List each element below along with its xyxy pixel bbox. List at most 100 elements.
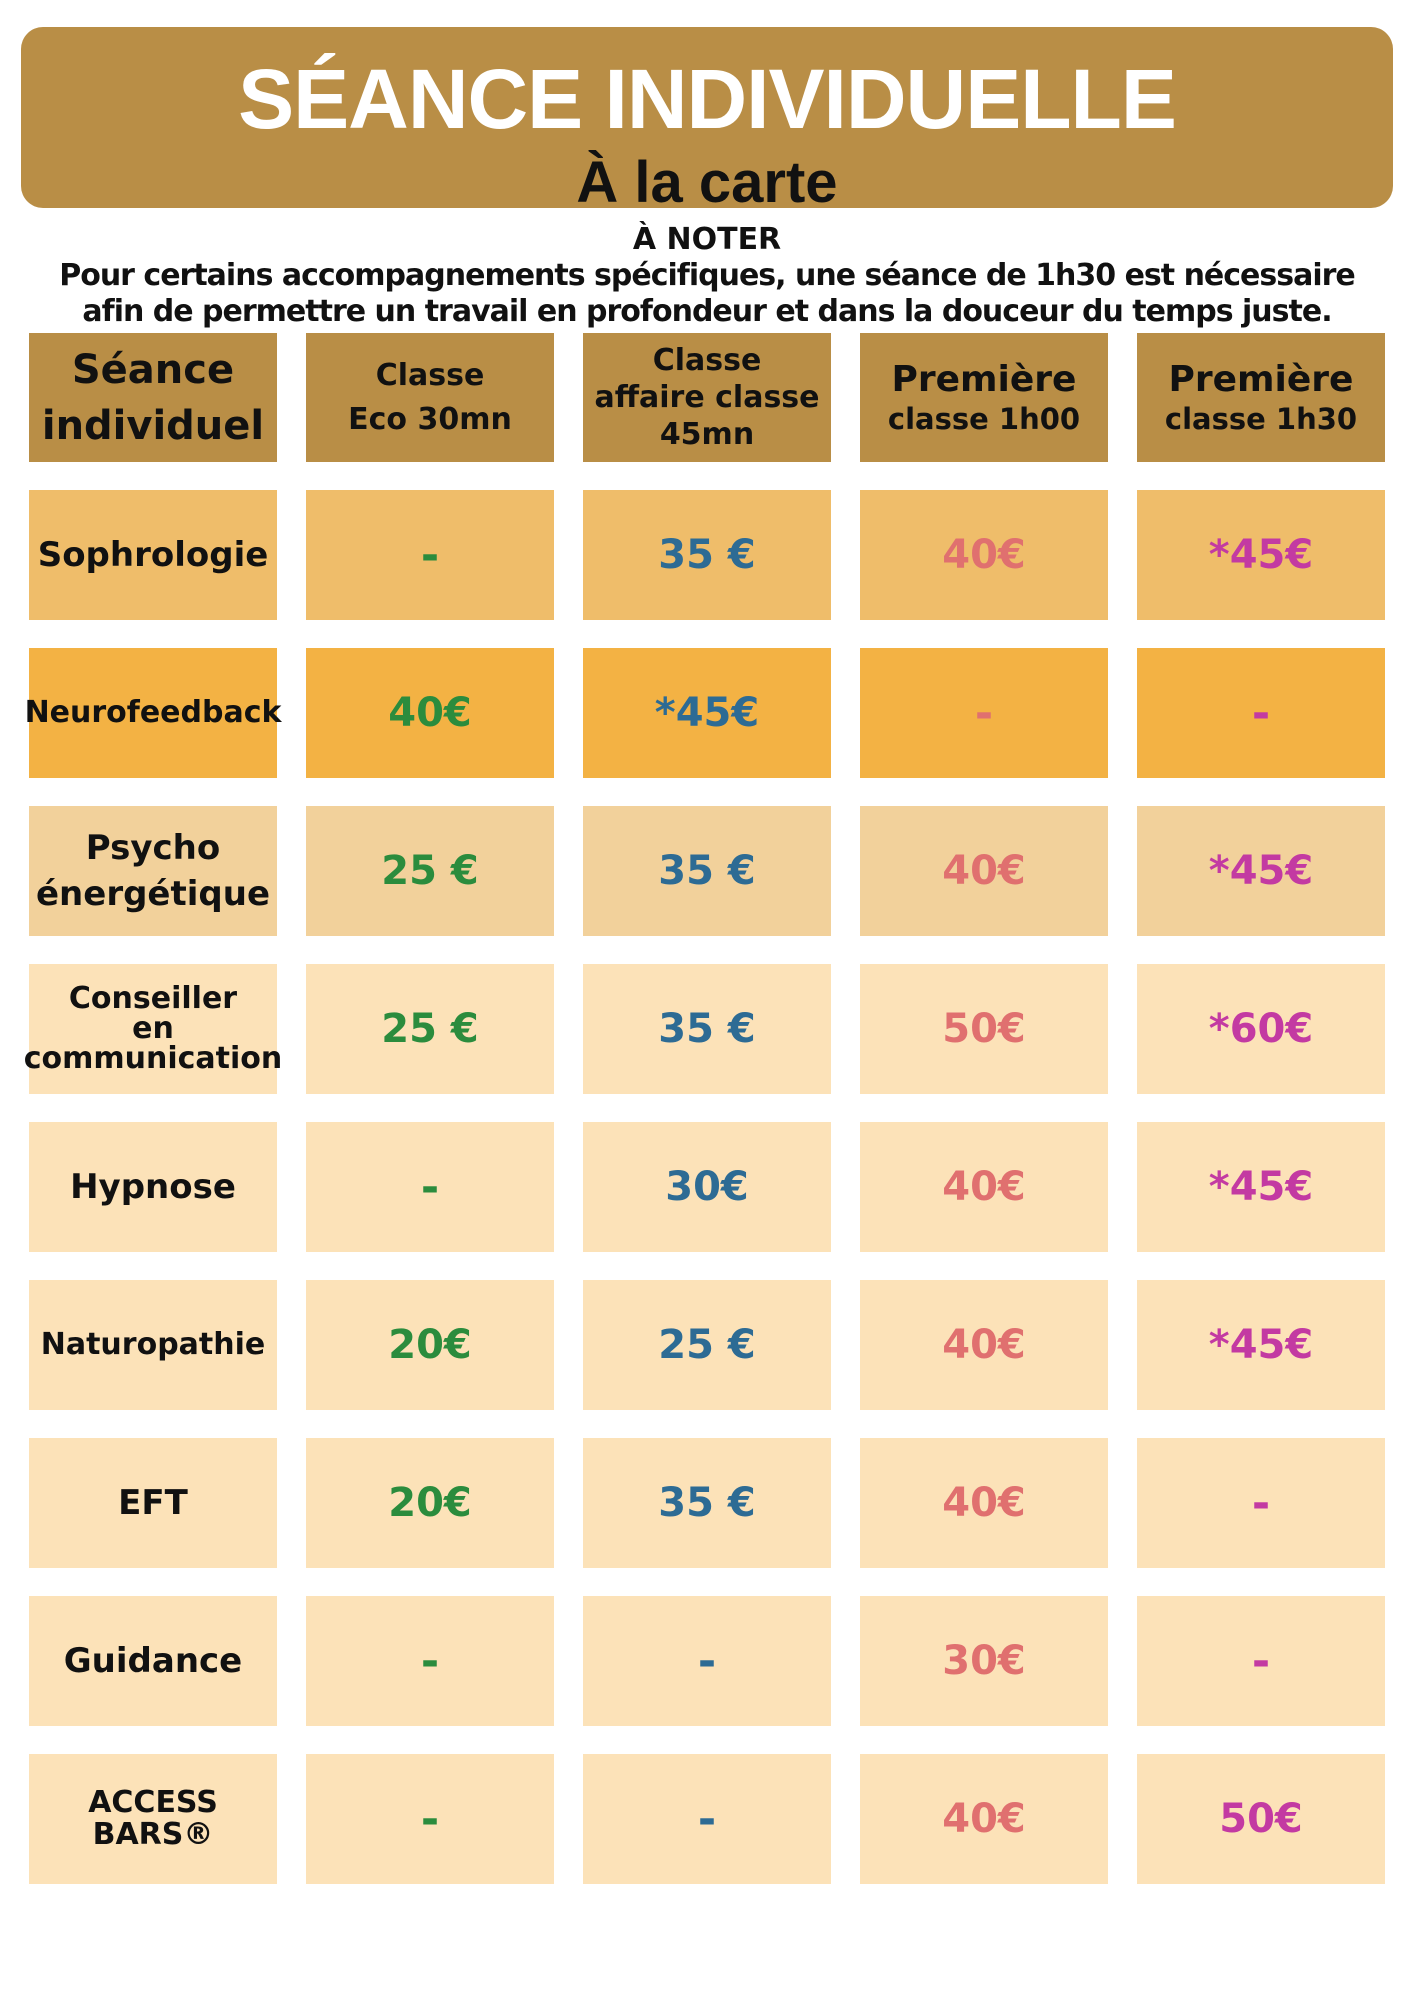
price-table: Séance individuel Classe Eco 30mn Classe a… (24, 333, 1385, 1884)
price-cell: 25 € (306, 806, 554, 936)
price-value: 35 € (658, 848, 756, 894)
table-row-label-cell: Psycho énergétique (29, 806, 277, 936)
header-label: Séance individuel (41, 346, 265, 449)
price-cell: - (1137, 1438, 1385, 1568)
price-cell: 40€ (860, 490, 1108, 620)
title-banner: SÉANCE INDIVIDUELLE À la carte (21, 27, 1393, 214)
price-value: 40€ (942, 848, 1026, 894)
header-label-main: Première (891, 358, 1077, 400)
price-cell: - (306, 1596, 554, 1726)
price-cell: *45€ (1137, 806, 1385, 936)
price-cell: 35 € (583, 490, 831, 620)
price-value: 25 € (381, 848, 479, 894)
price-value: *45€ (1208, 532, 1314, 578)
price-cell: 30€ (860, 1596, 1108, 1726)
price-value: 35 € (658, 532, 756, 578)
price-value: 25 € (381, 1006, 479, 1052)
price-cell: 50€ (860, 964, 1108, 1094)
price-value: 35 € (658, 1480, 756, 1526)
price-cell: *45€ (583, 648, 831, 778)
price-value: 40€ (942, 532, 1026, 578)
price-unavailable: - (420, 529, 440, 581)
price-value: *60€ (1208, 1006, 1314, 1052)
table-row-label-cell: Guidance (29, 1596, 277, 1726)
price-cell: 40€ (860, 806, 1108, 936)
table-row-label-cell: ACCESS BARS® (29, 1754, 277, 1884)
price-cell: 40€ (860, 1122, 1108, 1252)
price-cell: 20€ (306, 1280, 554, 1410)
service-name: Neurofeedback (24, 695, 282, 730)
service-name: Sophrologie (37, 535, 269, 575)
price-cell: 40€ (860, 1754, 1108, 1884)
table-row-label-cell: Conseiller en communication (24, 964, 282, 1094)
price-cell: - (1137, 1596, 1385, 1726)
price-cell: 20€ (306, 1438, 554, 1568)
note-title: À NOTER (632, 222, 782, 257)
table-header-cell: Classe Eco 30mn (306, 333, 554, 462)
price-value: *45€ (654, 690, 760, 736)
header-label-main: Première (1168, 358, 1354, 400)
service-name: Conseiller en communication (23, 981, 283, 1076)
service-name: Naturopathie (40, 1327, 266, 1362)
price-cell: - (583, 1754, 831, 1884)
table-header-cell: Séance individuel (29, 333, 277, 462)
price-value: 25 € (658, 1322, 756, 1368)
price-value: 50€ (942, 1006, 1026, 1052)
price-value: 20€ (388, 1322, 472, 1368)
price-unavailable: - (974, 687, 994, 739)
price-value: 40€ (942, 1796, 1026, 1842)
price-cell: - (306, 1754, 554, 1884)
price-value: 50€ (1219, 1796, 1303, 1842)
price-unavailable: - (420, 1161, 440, 1213)
header-label: Classe Eco 30mn (348, 357, 512, 437)
price-cell: *60€ (1137, 964, 1385, 1094)
header-label-sub: classe 1h00 (887, 401, 1081, 436)
price-cell: 40€ (860, 1280, 1108, 1410)
note-line-2: afin de permettre un travail en profonde… (82, 294, 1332, 329)
table-header-cell: Classe affaire classe 45mn (583, 333, 831, 462)
price-cell: 40€ (306, 648, 554, 778)
price-value: 40€ (942, 1164, 1026, 1210)
price-cell: 25 € (583, 1280, 831, 1410)
table-row-label-cell: Neurofeedback (25, 648, 281, 778)
price-cell: - (306, 490, 554, 620)
service-name: EFT (118, 1483, 188, 1523)
page-title: SÉANCE INDIVIDUELLE (238, 52, 1177, 146)
note-line-1: Pour certains accompagnements spécifique… (59, 258, 1356, 293)
header-label: Première classe 1h00 (888, 359, 1080, 437)
price-unavailable: - (697, 1635, 717, 1687)
price-cell: 50€ (1137, 1754, 1385, 1884)
table-header-cell: Première classe 1h30 (1137, 333, 1385, 462)
header-label: Classe affaire classe 45mn (594, 343, 820, 452)
price-value: 40€ (942, 1322, 1026, 1368)
price-cell: 30€ (583, 1122, 831, 1252)
price-cell: 35 € (583, 1438, 831, 1568)
header-label-sub: classe 1h30 (1164, 401, 1358, 436)
price-value: 35 € (658, 1006, 756, 1052)
price-value: *45€ (1208, 848, 1314, 894)
price-cell: - (583, 1596, 831, 1726)
price-cell: - (1137, 648, 1385, 778)
service-name: Hypnose (70, 1167, 236, 1207)
price-cell: 35 € (583, 964, 831, 1094)
price-cell: *45€ (1137, 490, 1385, 620)
price-cell: 35 € (583, 806, 831, 936)
table-row-label-cell: Sophrologie (29, 490, 277, 620)
table-header-cell: Première classe 1h00 (860, 333, 1108, 462)
page-subtitle: À la carte (576, 150, 838, 215)
price-value: *45€ (1208, 1322, 1314, 1368)
header-label: Première classe 1h30 (1165, 359, 1357, 437)
price-value: *45€ (1208, 1164, 1314, 1210)
price-unavailable: - (1251, 1635, 1271, 1687)
table-row-label-cell: Hypnose (29, 1122, 277, 1252)
price-unavailable: - (697, 1793, 717, 1845)
price-unavailable: - (420, 1635, 440, 1687)
price-cell: *45€ (1137, 1122, 1385, 1252)
table-row-label-cell: EFT (29, 1438, 277, 1568)
service-name: ACCESS BARS® (88, 1785, 218, 1852)
price-value: 30€ (942, 1638, 1026, 1684)
price-value: 40€ (388, 690, 472, 736)
price-cell: 25 € (306, 964, 554, 1094)
price-cell: - (860, 648, 1108, 778)
price-cell: *45€ (1137, 1280, 1385, 1410)
